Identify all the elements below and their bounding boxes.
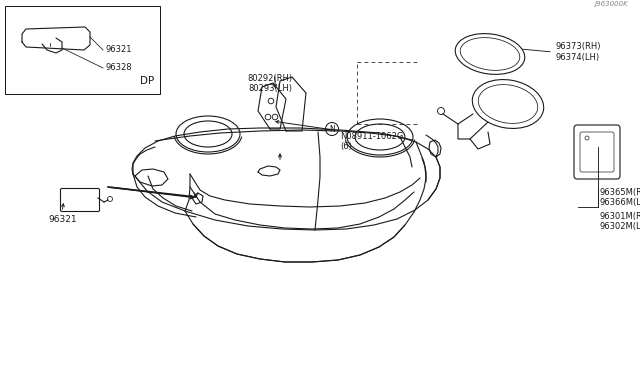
Text: 96321: 96321 xyxy=(105,45,131,55)
Text: 96301M(RH)
96302M(LH): 96301M(RH) 96302M(LH) xyxy=(600,212,640,231)
Text: DP: DP xyxy=(140,76,154,86)
Text: 96328: 96328 xyxy=(105,64,132,73)
Text: J963000K: J963000K xyxy=(595,1,628,7)
Text: 96365M(RH)
96366M(LH): 96365M(RH) 96366M(LH) xyxy=(600,188,640,208)
Text: 96321: 96321 xyxy=(48,215,77,224)
Text: N: N xyxy=(329,125,335,134)
Bar xyxy=(5,6,160,94)
Text: N08911-1062G
(6): N08911-1062G (6) xyxy=(340,132,403,151)
Text: 96373(RH)
96374(LH): 96373(RH) 96374(LH) xyxy=(555,42,600,62)
Text: 80292(RH)
80293(LH): 80292(RH) 80293(LH) xyxy=(248,74,292,93)
